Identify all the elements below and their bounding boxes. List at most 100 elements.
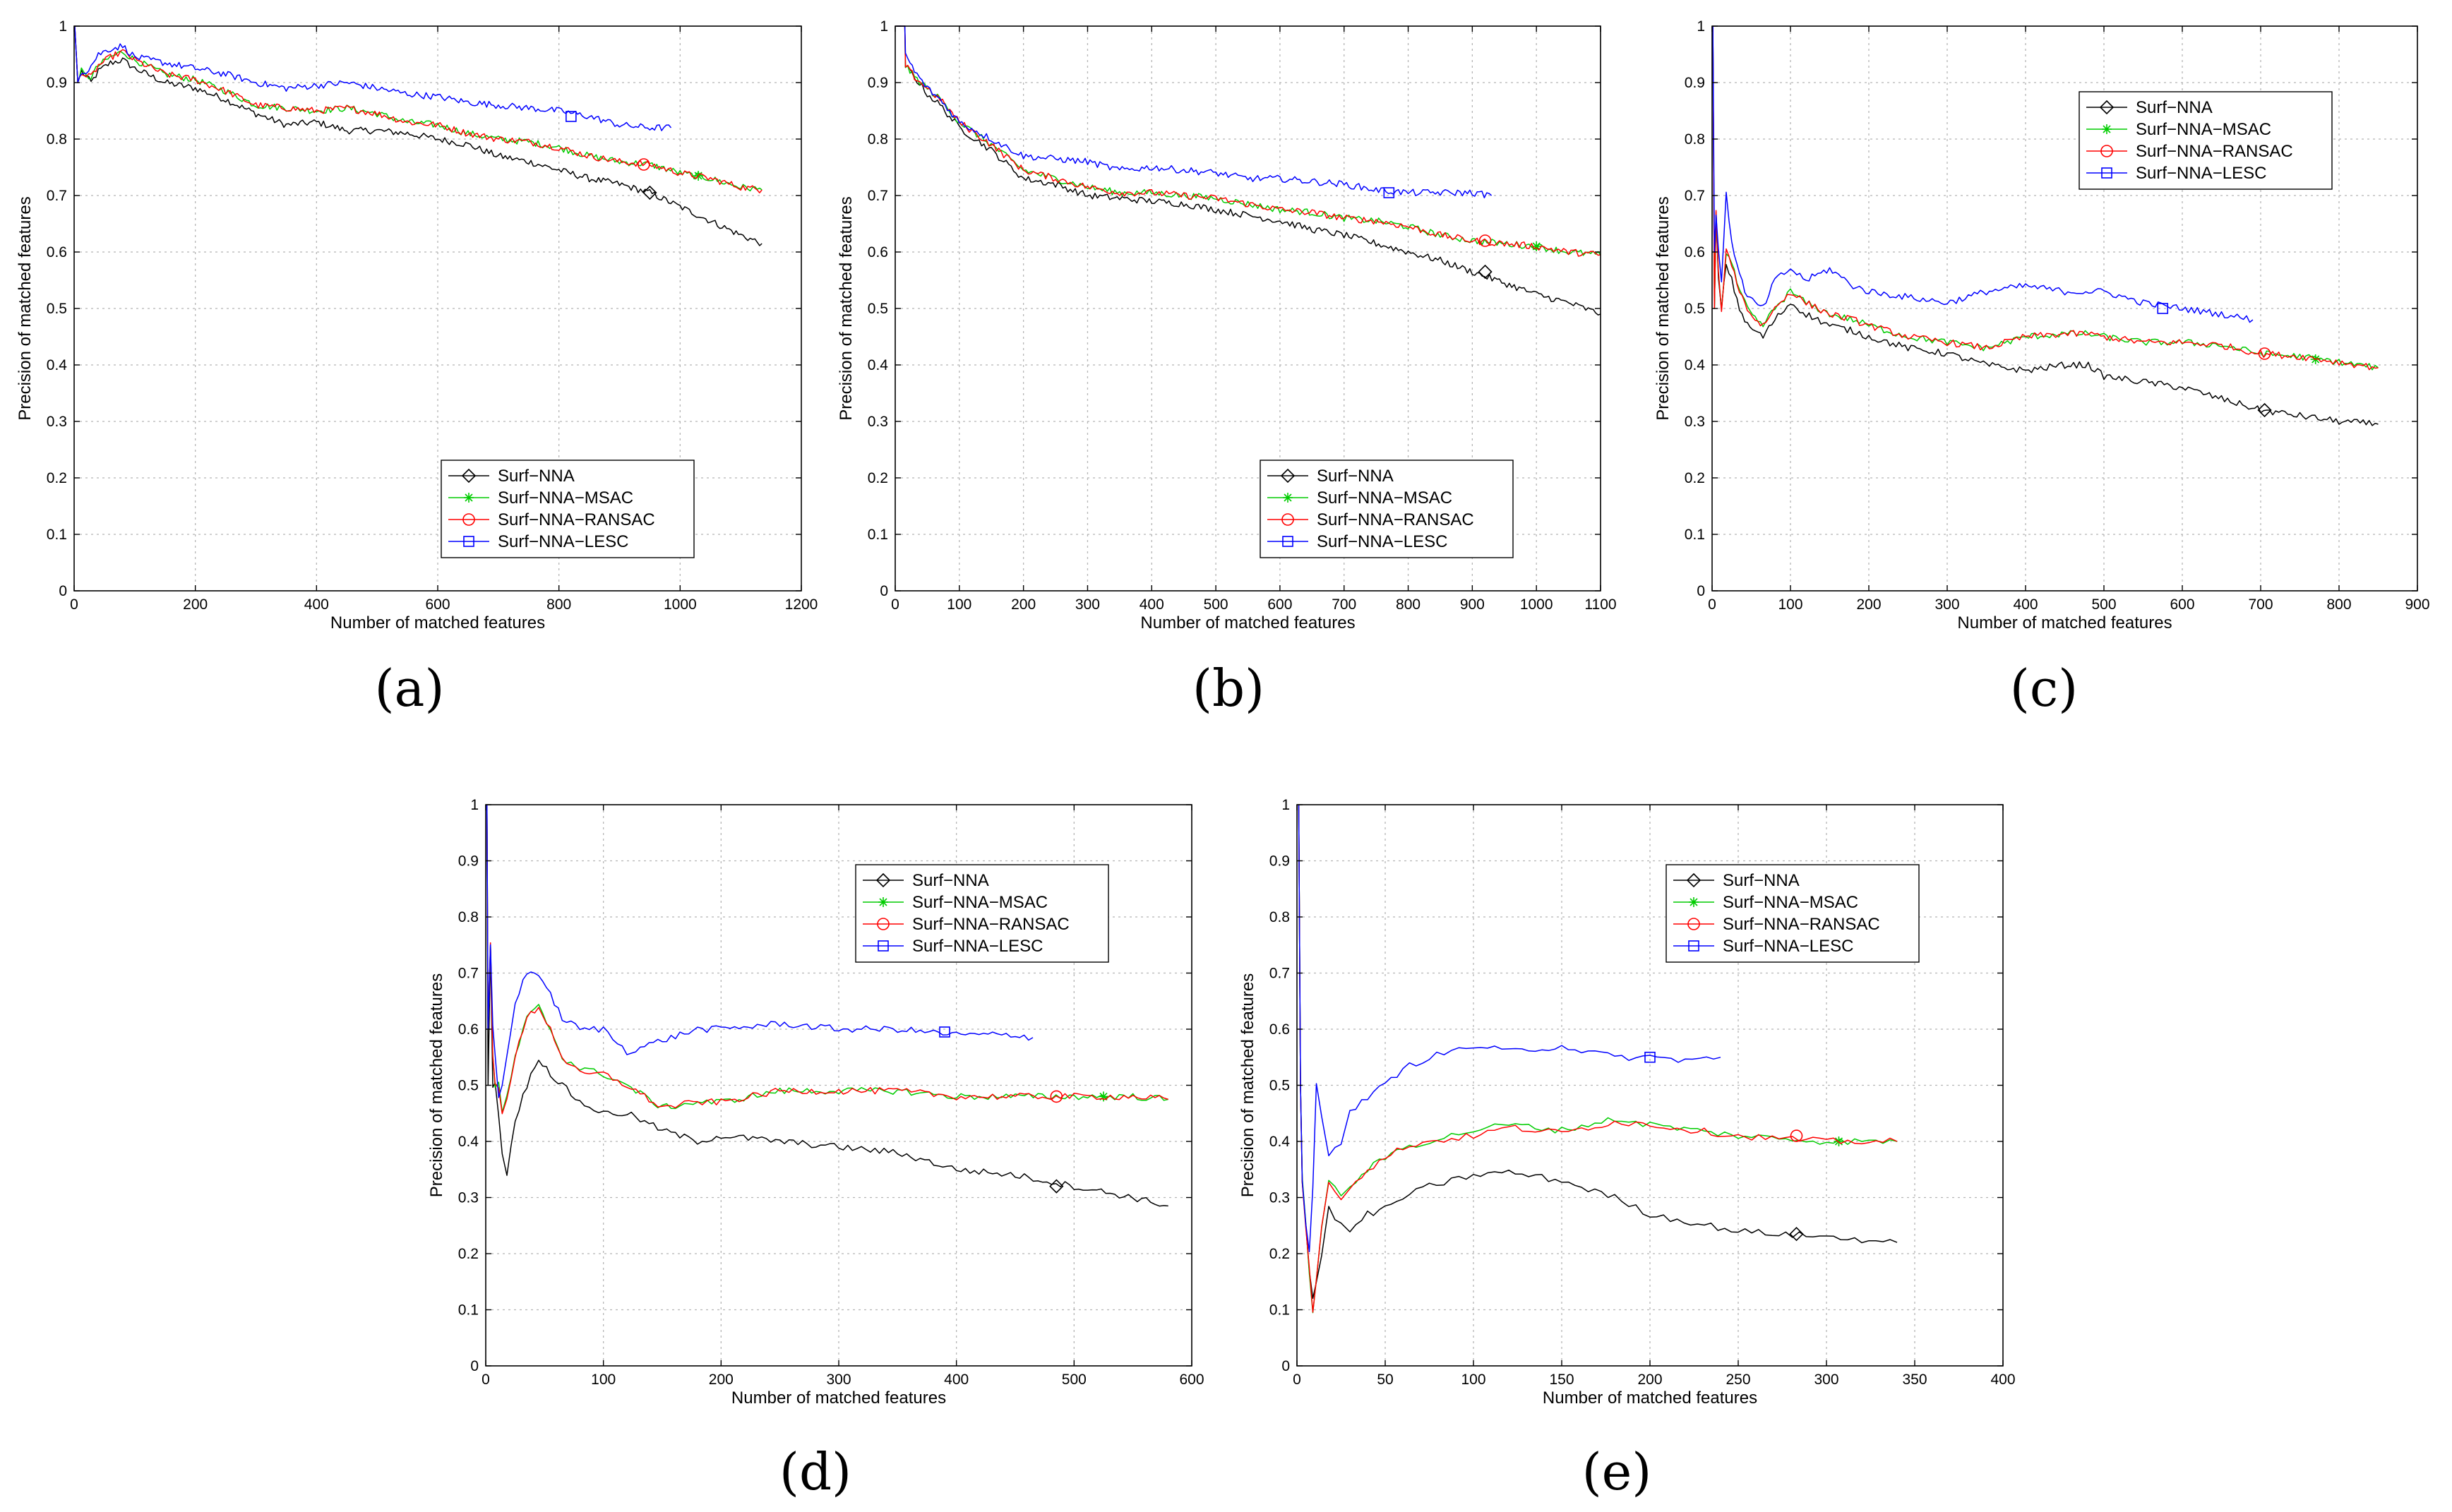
x-tick-label: 1000 <box>1520 596 1553 613</box>
y-axis-label: Precision of matched features <box>427 973 446 1198</box>
legend-a: Surf−NNA Surf−NNA−MSAC Surf−NNA−RANSAC Surf… <box>441 460 695 558</box>
y-tick-label: 1 <box>1281 797 1290 813</box>
y-tick-label: 0.1 <box>47 527 67 543</box>
y-tick-label: 0.5 <box>868 301 888 317</box>
y-tick-label: 0.7 <box>1269 966 1290 982</box>
x-tick-label: 0 <box>1293 1372 1301 1388</box>
y-tick-label: 0.3 <box>1685 414 1705 430</box>
x-tick-label: 600 <box>425 596 450 613</box>
y-tick-label: 1 <box>1697 18 1705 35</box>
x-axis-label: Number of matched features <box>1957 613 2172 632</box>
y-tick-label: 0.8 <box>1685 131 1705 148</box>
legend-entry-label: Surf−NNA <box>1723 871 1800 890</box>
x-tick-label: 400 <box>2013 596 2038 613</box>
y-tick-label: 0.6 <box>1269 1021 1290 1038</box>
legend-entry-label: Surf−NNA−RANSAC <box>1723 915 1880 934</box>
legend-entry-label: Surf−NNA−LESC <box>912 937 1043 956</box>
legend-entry-label: Surf−NNA−LESC <box>1723 937 1853 956</box>
x-tick-label: 250 <box>1726 1372 1750 1388</box>
x-tick-label: 900 <box>2405 596 2429 613</box>
y-tick-label: 0.2 <box>47 470 67 486</box>
legend-entry-label: Surf−NNA−MSAC <box>2136 120 2271 139</box>
y-tick-label: 0.7 <box>458 966 479 982</box>
series-marker-d-3 <box>939 1026 950 1038</box>
x-tick-label: 200 <box>1011 596 1036 613</box>
y-tick-label: 0.9 <box>868 75 888 91</box>
y-tick-label: 0.9 <box>1269 853 1290 870</box>
y-tick-label: 0.8 <box>1269 909 1290 925</box>
y-tick-label: 0.8 <box>47 131 67 148</box>
series-line-c-2 <box>1712 25 2379 371</box>
series-marker-a-3 <box>566 111 577 122</box>
legend-entry-label: Surf−NNA−MSAC <box>1723 893 1858 912</box>
legend-entry-label: Surf−NNA <box>498 467 575 486</box>
y-tick-label: 0.2 <box>868 470 888 486</box>
legend-marker <box>1686 872 1702 888</box>
y-tick-label: 0.5 <box>458 1078 479 1094</box>
legend-marker <box>2102 124 2112 134</box>
x-tick-label: 1200 <box>785 596 818 613</box>
y-tick-label: 0.8 <box>868 131 888 148</box>
legend-marker <box>463 536 474 547</box>
x-tick-label: 0 <box>1708 596 1716 613</box>
y-axis-label: Precision of matched features <box>1238 973 1257 1198</box>
x-tick-label: 400 <box>944 1372 969 1388</box>
y-tick-label: 0.2 <box>458 1246 479 1262</box>
series-marker-d-0 <box>1049 1179 1064 1194</box>
x-tick-label: 0 <box>891 596 899 613</box>
x-axis-label: Number of matched features <box>1543 1388 1757 1408</box>
legend-entry-label: Surf−NNA−LESC <box>2136 164 2266 183</box>
x-axis-label: Number of matched features <box>731 1388 946 1408</box>
chart-panel-a: 0 200 400 600 800 1000 1200 0 0.1 0.2 0.3 0.4 0.5 0.6… <box>16 18 818 718</box>
chart-panel-b: 0 100 200 300 400 500 600 700 800 900 1000 1100 0 0.1… <box>837 18 1617 718</box>
y-axis-label: Precision of matched features <box>1653 196 1673 421</box>
x-tick-label: 200 <box>183 596 208 613</box>
legend-entry-label: Surf−NNA <box>2136 98 2213 117</box>
y-tick-label: 0.3 <box>47 414 67 430</box>
y-tick-label: 0.7 <box>868 188 888 204</box>
chart-panel-d: 0 100 200 300 400 500 600 0 0.1 0.2 0.3 0.4 0.5 0.6 0.… <box>427 797 1204 1501</box>
x-tick-label: 200 <box>1856 596 1881 613</box>
x-tick-label: 800 <box>2326 596 2351 613</box>
series-line-e-3 <box>1298 804 1721 1253</box>
y-tick-label: 0.4 <box>1685 357 1706 373</box>
y-tick-label: 0.2 <box>1685 470 1705 486</box>
x-tick-label: 500 <box>2091 596 2116 613</box>
series-marker-c-3 <box>2157 303 2169 314</box>
x-tick-label: 50 <box>1377 1372 1393 1388</box>
y-tick-label: 0.5 <box>47 301 67 317</box>
y-tick-label: 0.6 <box>868 244 888 260</box>
legend-entry-label: Surf−NNA−MSAC <box>1317 488 1452 508</box>
panel-label-b: (b) <box>1192 659 1264 718</box>
y-tick-label: 0 <box>1281 1358 1290 1374</box>
series-line-b-3 <box>896 25 1493 198</box>
series-marker-e-1 <box>1834 1136 1844 1146</box>
legend-marker <box>877 918 890 930</box>
legend-entry-label: Surf−NNA−RANSAC <box>2136 142 2293 161</box>
y-tick-label: 0.6 <box>1685 244 1705 260</box>
series-line-a-0 <box>74 25 762 246</box>
legend-marker <box>2100 145 2113 157</box>
x-tick-label: 400 <box>1140 596 1164 613</box>
series-marker-e-3 <box>1644 1051 1656 1063</box>
x-tick-label: 800 <box>546 596 571 613</box>
x-tick-label: 200 <box>709 1372 734 1388</box>
y-tick-label: 0 <box>470 1358 479 1374</box>
legend-marker <box>878 940 889 952</box>
series-line-e-1 <box>1298 804 1898 1314</box>
legend-marker <box>1281 513 1294 526</box>
y-axis-label: Precision of matched features <box>837 196 856 421</box>
y-tick-label: 0.6 <box>47 244 67 260</box>
grid-c <box>1712 26 2417 591</box>
x-tick-label: 100 <box>591 1372 616 1388</box>
series-line-c-3 <box>1712 25 2254 323</box>
series-marker-e-0 <box>1789 1227 1804 1242</box>
x-tick-label: 300 <box>826 1372 851 1388</box>
x-tick-label: 700 <box>2248 596 2273 613</box>
series-marker-d-2 <box>1050 1090 1063 1103</box>
legend-entry-label: Surf−NNA−RANSAC <box>498 510 655 529</box>
x-axis-label: Number of matched features <box>1140 613 1355 632</box>
x-tick-label: 600 <box>1179 1372 1204 1388</box>
y-tick-label: 0.2 <box>1269 1246 1290 1262</box>
x-tick-label: 1100 <box>1584 596 1616 613</box>
